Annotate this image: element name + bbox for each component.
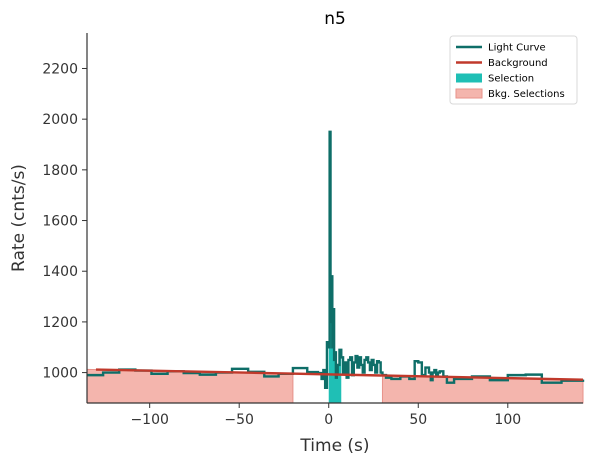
legend-swatch-patch: [455, 88, 483, 99]
x-axis-label: Time (s): [299, 436, 369, 456]
y-tick-label: 1600: [42, 214, 78, 230]
legend-label: Bkg. Selections: [488, 89, 565, 100]
y-tick-label: 2200: [42, 61, 78, 77]
y-tick-label: 2000: [42, 112, 78, 128]
bkg-selection-region-0: [86, 368, 294, 404]
legend-swatch-patch: [456, 73, 482, 83]
y-axis-label: Rate (cnts/s): [9, 164, 29, 272]
legend-frame: [449, 35, 578, 105]
chart-title: n5: [324, 9, 346, 29]
y-tick-label: 1000: [42, 366, 78, 382]
light-curve-series: [87, 130, 585, 389]
y-tick-label: 1800: [42, 163, 78, 179]
legend-label: Selection: [488, 74, 534, 85]
legend-label: Light Curve: [488, 43, 546, 54]
background-fit-layer: [95, 368, 584, 381]
x-tick-label: 0: [324, 412, 333, 428]
light-curve-layer: [87, 130, 585, 389]
x-tick-label: −100: [130, 412, 168, 428]
y-tick-label: 1200: [42, 315, 78, 331]
legend-label: Background: [488, 58, 548, 69]
y-tick-label: 1400: [42, 264, 78, 280]
x-tick-label: 50: [409, 412, 427, 428]
x-ticks: −100 −50 0 50 100: [130, 403, 521, 428]
x-tick-label: −50: [224, 412, 254, 428]
background-series: [95, 368, 584, 381]
legend: Light Curve Background Selection Bkg. Selec…: [449, 35, 578, 105]
x-tick-label: 100: [494, 412, 521, 428]
y-ticks: 1000 1200 1400 1600 1800 2000 2200: [42, 61, 87, 382]
